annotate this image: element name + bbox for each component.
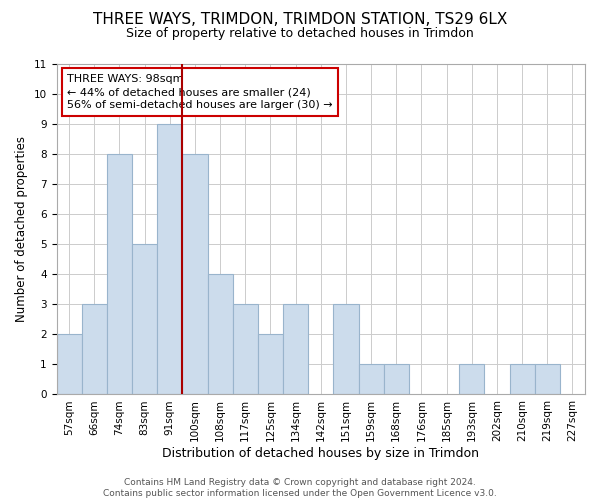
Bar: [107, 154, 132, 394]
Bar: [283, 304, 308, 394]
Y-axis label: Number of detached properties: Number of detached properties: [15, 136, 28, 322]
Bar: [82, 304, 107, 394]
Bar: [509, 364, 535, 394]
Text: THREE WAYS, TRIMDON, TRIMDON STATION, TS29 6LX: THREE WAYS, TRIMDON, TRIMDON STATION, TS…: [93, 12, 507, 28]
Bar: [535, 364, 560, 394]
Bar: [157, 124, 182, 394]
Bar: [182, 154, 208, 394]
X-axis label: Distribution of detached houses by size in Trimdon: Distribution of detached houses by size …: [162, 447, 479, 460]
Bar: [334, 304, 359, 394]
Bar: [359, 364, 383, 394]
Text: Size of property relative to detached houses in Trimdon: Size of property relative to detached ho…: [126, 28, 474, 40]
Bar: [383, 364, 409, 394]
Bar: [56, 334, 82, 394]
Bar: [258, 334, 283, 394]
Bar: [233, 304, 258, 394]
Text: THREE WAYS: 98sqm
← 44% of detached houses are smaller (24)
56% of semi-detached: THREE WAYS: 98sqm ← 44% of detached hous…: [67, 74, 333, 110]
Text: Contains HM Land Registry data © Crown copyright and database right 2024.
Contai: Contains HM Land Registry data © Crown c…: [103, 478, 497, 498]
Bar: [208, 274, 233, 394]
Bar: [459, 364, 484, 394]
Bar: [132, 244, 157, 394]
